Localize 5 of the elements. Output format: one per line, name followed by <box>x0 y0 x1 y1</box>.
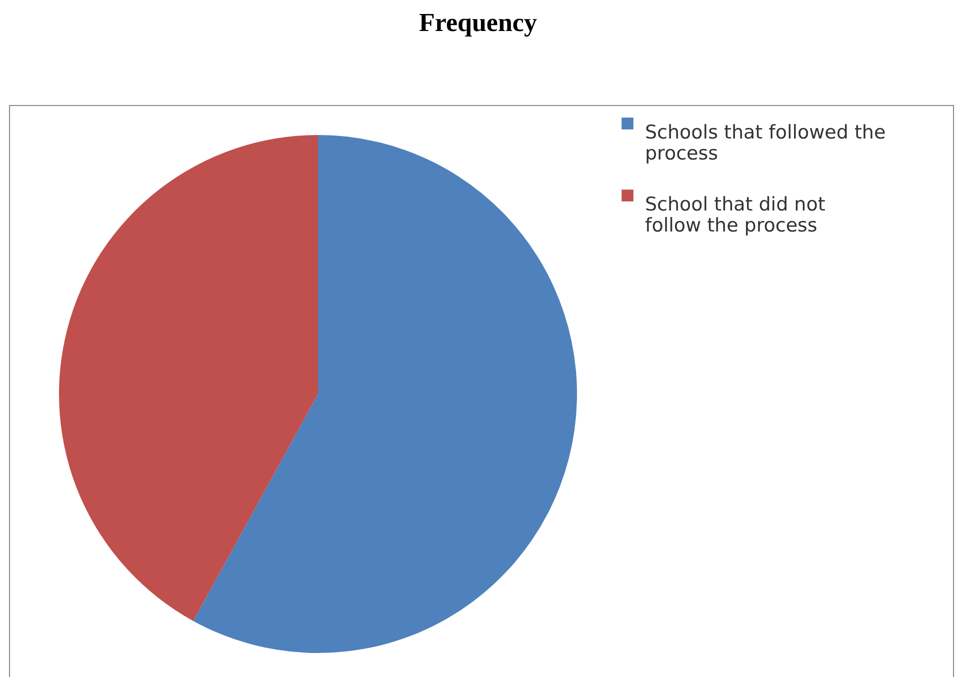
legend-label: School that did not follow the process <box>645 194 826 236</box>
pie-slice <box>60 135 318 621</box>
pie-slice <box>193 135 576 653</box>
legend-label: Schools that followed the process <box>645 122 886 164</box>
chart-title: Frequency <box>418 7 538 39</box>
